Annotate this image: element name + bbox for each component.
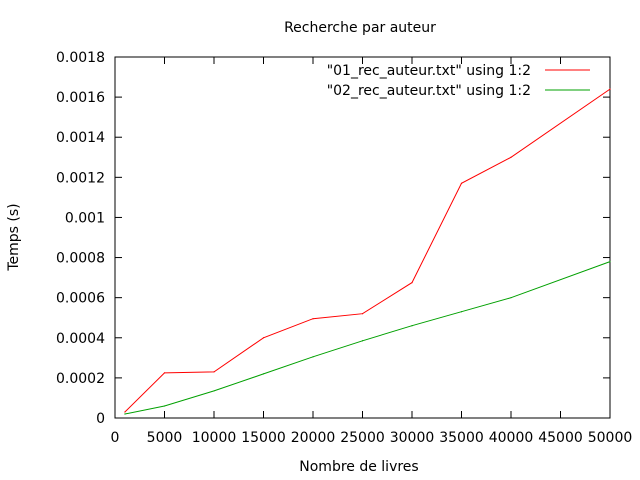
y-tick-label: 0.0018 <box>56 50 105 66</box>
y-tick-label: 0.0002 <box>56 371 105 387</box>
data-point <box>163 372 166 374</box>
data-point <box>411 325 413 327</box>
data-point <box>609 88 611 90</box>
x-tick-label: 35000 <box>439 430 484 446</box>
y-axis-label: Temps (s) <box>6 203 22 271</box>
data-point <box>213 390 215 392</box>
y-tick-label: 0.0008 <box>56 251 105 267</box>
x-tick-label: 50000 <box>588 430 633 446</box>
x-tick-label: 40000 <box>489 430 534 446</box>
data-point <box>213 371 215 373</box>
y-axis: 0 0.0002 0.0004 0.0006 0.0008 0.001 0.0012 0.00… <box>56 50 610 427</box>
data-point <box>510 297 512 299</box>
legend: "01_rec_auteur.txt" using 1:2 "02_rec_aut… <box>327 63 590 99</box>
x-tick-label: 15000 <box>241 430 286 446</box>
data-point <box>510 156 512 158</box>
data-point <box>460 311 463 313</box>
series-line-1 <box>124 88 611 413</box>
series-line-2 <box>124 261 611 415</box>
data-point <box>312 318 314 320</box>
data-point <box>361 313 364 315</box>
data-point <box>124 411 126 413</box>
x-axis-label: Nombre de livres <box>299 459 418 475</box>
data-point <box>262 337 265 339</box>
y-tick-label: 0.001 <box>65 210 105 226</box>
plot-area <box>114 56 611 419</box>
series-layer <box>124 88 611 415</box>
data-point <box>609 260 611 263</box>
data-point <box>163 405 166 407</box>
y-tick-label: 0 <box>96 411 105 427</box>
data-point <box>361 340 364 342</box>
x-tick-label: 25000 <box>340 430 385 446</box>
x-tick-label: 20000 <box>291 430 336 446</box>
data-point <box>262 373 265 375</box>
y-tick-label: 0.0016 <box>56 90 105 106</box>
x-tick-label: 10000 <box>192 430 237 446</box>
x-tick-label: 30000 <box>390 430 435 446</box>
y-tick-label: 0.0006 <box>56 291 105 307</box>
y-tick-label: 0.0012 <box>56 170 105 186</box>
chart-title: Recherche par auteur <box>284 20 436 36</box>
x-tick-label: 45000 <box>538 430 583 446</box>
x-axis: 0 5000 10000 15000 20000 25000 30000 35000 40000… <box>111 57 633 446</box>
data-point <box>312 356 314 358</box>
y-tick-label: 0.0014 <box>56 130 105 146</box>
data-point <box>460 182 463 184</box>
x-tick-label: 5000 <box>147 430 183 446</box>
legend-label-2: "02_rec_auteur.txt" using 1:2 <box>327 83 531 99</box>
y-tick-label: 0.0004 <box>56 331 105 347</box>
data-point <box>124 413 126 415</box>
data-point <box>411 282 413 284</box>
legend-label-1: "01_rec_auteur.txt" using 1:2 <box>327 63 531 79</box>
x-tick-label: 0 <box>111 430 120 446</box>
